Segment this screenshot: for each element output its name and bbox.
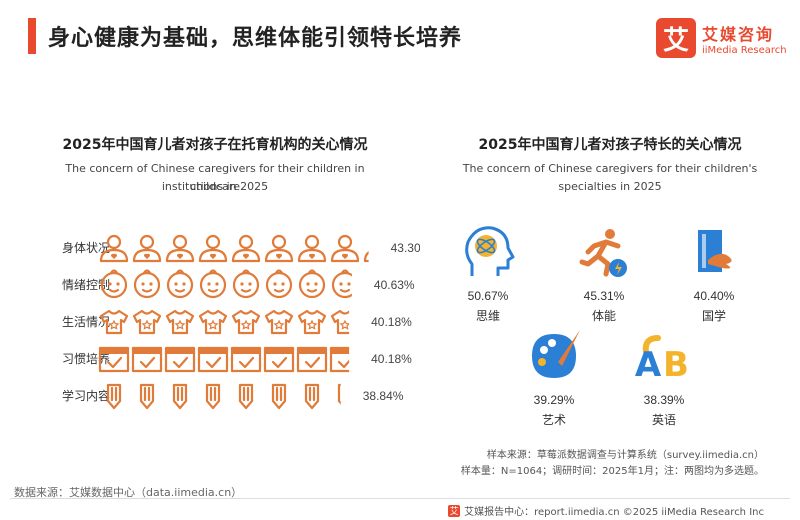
onesie-icon <box>330 309 350 335</box>
logo-en: iiMedia Research <box>702 44 787 56</box>
left-chart-subtitle-1: The concern of Chinese caregivers for th… <box>65 162 365 193</box>
value-label: 50.67% <box>468 289 509 303</box>
logo-mark: 艾 <box>656 18 696 58</box>
mini-logo-icon: 艾 <box>448 504 461 517</box>
calendar-check-icon <box>230 346 262 373</box>
onesie-icon <box>264 309 294 335</box>
onesie-icon <box>198 309 228 335</box>
baby-face-icon <box>100 269 128 299</box>
sample-source: 样本来源：草莓派数据调查与计算系统（survey.iimedia.cn） <box>486 450 764 461</box>
person-icon <box>330 234 360 263</box>
pencil-icon <box>205 383 221 410</box>
baby-face-icon <box>199 269 227 299</box>
value-label: 40.63% <box>374 278 415 292</box>
person-icon <box>165 234 195 263</box>
person-icon <box>132 234 162 263</box>
left-chart-subtitle-2: institutions in 2025 <box>161 180 269 193</box>
pictogram-row <box>106 383 341 410</box>
person-icon <box>297 234 327 263</box>
page-title: 身心健康为基础，思维体能引领特长培养 <box>48 26 463 51</box>
person-icon <box>231 234 261 263</box>
palette-icon <box>532 330 580 378</box>
pencil-icon <box>271 383 287 410</box>
left-chart-title: 2025年中国育儿者对孩子在托育机构的关心情况 <box>62 137 368 153</box>
svg-text:A: A <box>635 345 662 385</box>
category-label: 习惯培养 <box>62 351 110 366</box>
pictogram-row <box>98 346 350 373</box>
childcare-concern-chart: 身体状况 43.30% 情绪控制 40.63% 生活情况 40.18% 习惯培养 40.18%… <box>62 234 420 410</box>
onesie-icon <box>132 309 162 335</box>
runner-icon <box>579 229 627 277</box>
value-label: 40.18% <box>371 352 412 366</box>
category-label: 艺术 <box>542 413 566 427</box>
baby-face-icon <box>265 269 293 299</box>
pencil-icon <box>172 383 188 410</box>
right-chart-subtitle-1: The concern of Chinese caregivers for th… <box>462 162 758 175</box>
pencil-icon <box>304 383 320 410</box>
calendar-check-icon <box>197 346 229 373</box>
category-label: 思维 <box>476 309 500 323</box>
onesie-icon <box>231 309 261 335</box>
baby-face-icon <box>232 269 260 299</box>
onesie-icon <box>165 309 195 335</box>
value-label: 39.29% <box>534 393 575 407</box>
calendar-check-icon <box>296 346 328 373</box>
svg-text:B: B <box>663 345 689 385</box>
person-icon <box>363 251 369 263</box>
value-label: 43.30% <box>391 241 420 255</box>
baby-face-icon <box>298 269 326 299</box>
pencil-icon <box>238 383 254 410</box>
logo: 艾 艾媒咨询 iiMedia Research <box>656 18 787 58</box>
onesie-icon <box>99 309 129 335</box>
data-source: 数据来源：艾媒数据中心（data.iimedia.cn） <box>14 486 243 499</box>
value-label: 38.84% <box>363 389 404 403</box>
category-label: 英语 <box>652 413 676 427</box>
category-label: 体能 <box>592 309 616 323</box>
pictogram-row <box>99 309 350 335</box>
pictogram-row <box>99 234 369 263</box>
pictogram-row <box>100 269 352 299</box>
specialty-concern-chart: 50.67% 思维 45.31% 体能 40.40% 国学 39.29% 艺术 A B 38.39%… <box>465 226 735 427</box>
logo-cn: 艾媒咨询 <box>702 24 775 44</box>
pencil-icon <box>106 383 122 410</box>
value-label: 38.39% <box>644 393 685 407</box>
header-accent-bar <box>28 18 36 54</box>
footer-divider <box>10 498 790 499</box>
category-label: 情绪控制 <box>62 278 110 292</box>
calendar-check-icon <box>131 346 163 373</box>
pencil-icon <box>337 383 341 405</box>
sample-notes: 样本来源：草莓派数据调查与计算系统（survey.iimedia.cn） 样本量… <box>461 448 764 480</box>
person-icon <box>264 234 294 263</box>
calendar-check-icon <box>164 346 196 373</box>
person-icon <box>198 234 228 263</box>
right-chart-title: 2025年中国育儿者对孩子特长的关心情况 <box>478 137 742 153</box>
sample-info: 样本量：N=1064；调研时间：2025年1月；注：两图均为多选题。 <box>460 466 764 477</box>
calendar-check-icon <box>98 346 130 373</box>
value-label: 40.18% <box>371 315 412 329</box>
category-label: 生活情况 <box>62 315 110 329</box>
category-label: 身体状况 <box>62 240 110 255</box>
calendar-check-icon <box>329 346 350 373</box>
calendar-check-icon <box>263 346 295 373</box>
person-icon <box>99 234 129 263</box>
baby-face-icon <box>166 269 194 299</box>
category-label: 国学 <box>702 308 726 323</box>
brain-head-icon <box>465 226 515 276</box>
pencil-icon <box>139 383 155 410</box>
category-label: 学习内容 <box>62 388 110 403</box>
value-label: 40.40% <box>694 289 735 303</box>
value-label: 45.31% <box>584 289 625 303</box>
copyright: 艾 艾媒报告中心：report.iimedia.cn ©2025 iiMedia… <box>448 503 764 518</box>
right-chart-subtitle-2: specialties in 2025 <box>558 180 662 193</box>
copyright-text: 艾媒报告中心：report.iimedia.cn ©2025 iiMedia R… <box>464 507 764 518</box>
baby-face-icon <box>133 269 161 299</box>
baby-face-icon <box>331 269 352 299</box>
book-icon <box>698 230 732 272</box>
onesie-icon <box>297 309 327 335</box>
